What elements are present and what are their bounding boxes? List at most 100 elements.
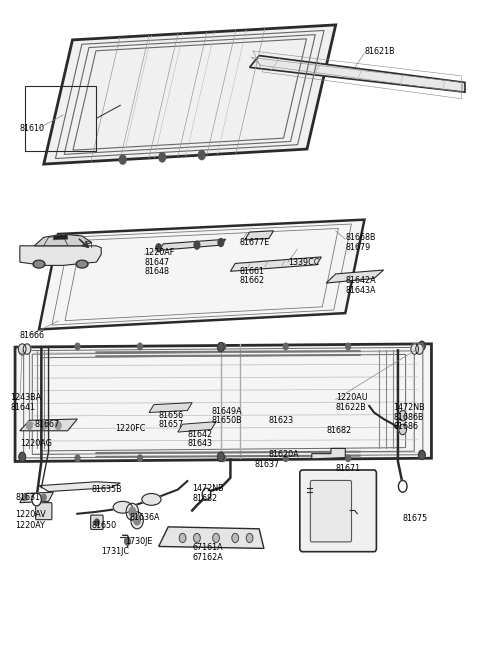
- Text: 81637: 81637: [254, 460, 279, 469]
- Ellipse shape: [142, 493, 161, 505]
- Polygon shape: [245, 231, 274, 240]
- Polygon shape: [312, 449, 345, 459]
- Circle shape: [179, 533, 186, 542]
- Circle shape: [346, 455, 350, 462]
- Polygon shape: [158, 239, 226, 250]
- Text: 81631: 81631: [15, 493, 40, 502]
- FancyBboxPatch shape: [311, 481, 351, 542]
- Circle shape: [18, 344, 26, 354]
- Polygon shape: [230, 257, 322, 271]
- Polygon shape: [39, 219, 364, 329]
- Text: 81642A: 81642A: [345, 276, 376, 285]
- Polygon shape: [20, 419, 77, 431]
- Text: 1243BA: 1243BA: [10, 393, 41, 402]
- Circle shape: [194, 241, 200, 249]
- Circle shape: [41, 494, 46, 500]
- Circle shape: [131, 512, 144, 529]
- Text: 81686: 81686: [393, 422, 418, 431]
- Circle shape: [19, 346, 25, 355]
- Circle shape: [202, 488, 211, 500]
- Text: 1220AY: 1220AY: [15, 521, 45, 530]
- Polygon shape: [149, 403, 192, 413]
- Text: 81667: 81667: [34, 420, 60, 429]
- Circle shape: [232, 533, 239, 542]
- Circle shape: [217, 343, 224, 352]
- Text: 81621B: 81621B: [364, 47, 395, 56]
- Circle shape: [22, 494, 27, 500]
- Circle shape: [399, 411, 407, 421]
- Text: 81643: 81643: [187, 440, 212, 448]
- Circle shape: [134, 515, 141, 525]
- Text: 81649A: 81649A: [211, 407, 242, 416]
- Polygon shape: [250, 56, 465, 92]
- Circle shape: [75, 343, 80, 350]
- Circle shape: [398, 481, 407, 492]
- Polygon shape: [39, 481, 120, 491]
- Circle shape: [221, 343, 226, 350]
- Text: 81679: 81679: [345, 242, 371, 252]
- Text: 81677E: 81677E: [240, 238, 270, 247]
- Text: 81671: 81671: [336, 464, 361, 472]
- FancyBboxPatch shape: [300, 470, 376, 552]
- FancyBboxPatch shape: [36, 502, 52, 519]
- Text: 81641: 81641: [10, 403, 35, 412]
- Ellipse shape: [76, 260, 88, 268]
- Text: 81656: 81656: [158, 411, 184, 421]
- Circle shape: [283, 455, 288, 462]
- Polygon shape: [326, 270, 384, 283]
- Circle shape: [138, 455, 143, 462]
- Circle shape: [416, 344, 423, 354]
- Polygon shape: [158, 527, 264, 548]
- Text: 81636A: 81636A: [130, 513, 160, 521]
- Text: 81623: 81623: [269, 416, 294, 425]
- Circle shape: [26, 422, 32, 430]
- Text: 81610: 81610: [20, 124, 45, 133]
- Polygon shape: [178, 422, 216, 432]
- Circle shape: [32, 493, 41, 506]
- Text: 1220FC: 1220FC: [116, 424, 146, 434]
- Text: 1730JE: 1730JE: [125, 536, 153, 546]
- Text: 81666: 81666: [20, 331, 45, 340]
- FancyBboxPatch shape: [91, 515, 103, 529]
- Circle shape: [32, 494, 36, 500]
- Text: 1220AV: 1220AV: [15, 510, 46, 519]
- Circle shape: [138, 343, 143, 350]
- Circle shape: [283, 343, 288, 350]
- Polygon shape: [34, 234, 92, 246]
- Circle shape: [221, 455, 226, 462]
- Circle shape: [95, 519, 99, 525]
- Circle shape: [23, 344, 31, 354]
- Text: 67161A: 67161A: [192, 543, 223, 552]
- Circle shape: [198, 151, 205, 160]
- Text: 1339CC: 1339CC: [288, 257, 319, 267]
- Text: 81662: 81662: [240, 276, 265, 285]
- Text: 81682: 81682: [326, 426, 351, 436]
- Ellipse shape: [78, 261, 86, 267]
- Text: 81642: 81642: [187, 430, 213, 439]
- Circle shape: [419, 451, 425, 460]
- Text: 81668B: 81668B: [345, 233, 376, 242]
- Polygon shape: [53, 234, 68, 240]
- Ellipse shape: [33, 260, 45, 268]
- Text: 81622B: 81622B: [336, 403, 366, 412]
- Circle shape: [159, 153, 166, 162]
- Circle shape: [125, 537, 131, 545]
- Polygon shape: [20, 246, 101, 265]
- Circle shape: [193, 533, 200, 542]
- Circle shape: [346, 343, 350, 350]
- Circle shape: [120, 155, 126, 164]
- Circle shape: [411, 344, 419, 354]
- Circle shape: [419, 341, 425, 350]
- Text: 81686B: 81686B: [393, 413, 424, 422]
- Text: 81643A: 81643A: [345, 286, 376, 295]
- Text: 81620A: 81620A: [269, 451, 300, 459]
- Text: 81647: 81647: [144, 257, 169, 267]
- Circle shape: [218, 238, 224, 246]
- Text: 81661: 81661: [240, 267, 265, 276]
- Circle shape: [246, 533, 253, 542]
- Text: 81675: 81675: [403, 514, 428, 523]
- Circle shape: [41, 422, 47, 430]
- Text: 1472NB: 1472NB: [393, 403, 425, 412]
- Text: 81650B: 81650B: [211, 417, 242, 426]
- Text: 67162A: 67162A: [192, 553, 223, 562]
